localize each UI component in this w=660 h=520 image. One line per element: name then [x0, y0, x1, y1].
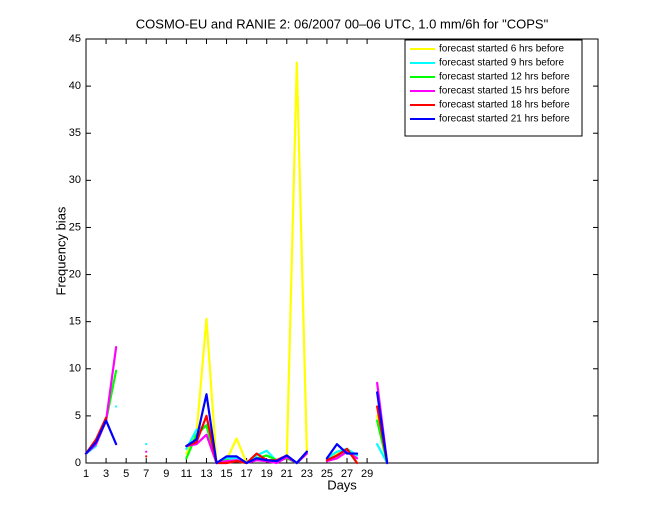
x-tick-label: 9: [163, 468, 169, 480]
x-tick-label: 27: [341, 468, 353, 480]
x-tick-label: 3: [103, 468, 109, 480]
x-tick-label: 21: [281, 468, 293, 480]
chart-title: COSMO-EU and RANIE 2: 06/2007 00–06 UTC,…: [136, 16, 549, 31]
x-tick-label: 29: [361, 468, 373, 480]
legend-label: forecast started 9 hrs before: [439, 58, 565, 69]
y-tick-label: 45: [69, 33, 81, 45]
y-axis-label: Frequency bias: [53, 206, 68, 295]
x-tick-label: 25: [321, 468, 333, 480]
y-tick-label: 20: [69, 268, 81, 280]
x-tick-label: 17: [241, 468, 253, 480]
legend-label: forecast started 18 hrs before: [439, 100, 570, 111]
legend-label: forecast started 6 hrs before: [439, 44, 565, 55]
y-tick-label: 0: [75, 457, 81, 469]
y-tick-label: 5: [75, 410, 81, 422]
x-axis-label: Days: [327, 477, 357, 492]
y-tick-label: 40: [69, 80, 81, 92]
x-tick-label: 1: [83, 468, 89, 480]
y-tick-label: 35: [69, 127, 81, 139]
y-tick-label: 15: [69, 316, 81, 328]
x-tick-label: 15: [220, 468, 232, 480]
x-tick-label: 23: [301, 468, 313, 480]
y-tick-label: 10: [69, 363, 81, 375]
x-tick-label: 19: [261, 468, 273, 480]
legend-label: forecast started 12 hrs before: [439, 72, 570, 83]
x-tick-label: 5: [123, 468, 129, 480]
legend-label: forecast started 15 hrs before: [439, 86, 570, 97]
y-tick-label: 25: [69, 221, 81, 233]
y-tick-label: 30: [69, 174, 81, 186]
x-tick-label: 7: [143, 468, 149, 480]
legend-label: forecast started 21 hrs before: [439, 114, 570, 125]
plot-frame: [85, 38, 599, 464]
data-line: [84, 391, 389, 465]
x-tick-label: 13: [200, 468, 212, 480]
x-tick-label: 11: [181, 468, 192, 480]
